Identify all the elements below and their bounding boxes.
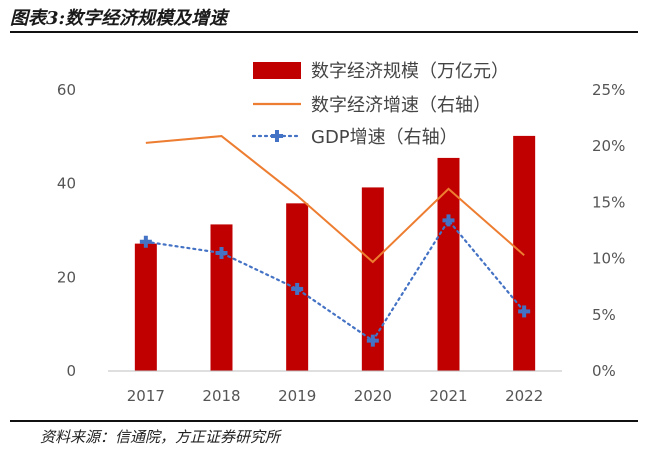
line-series	[139, 135, 531, 347]
bar-2018	[210, 224, 233, 371]
gdp-marker	[518, 305, 531, 318]
x-tick-label: 2019	[278, 387, 316, 405]
source-note: 资料来源：信通院，方正证券研究所	[40, 428, 281, 446]
right-tick-label: 25%	[592, 81, 625, 99]
right-tick-label: 10%	[592, 250, 625, 268]
x-axis-ticks: 2017 2018 2019 2020 2021 2022	[108, 370, 562, 405]
top-rule	[10, 31, 638, 33]
left-tick-label: 20	[57, 268, 76, 286]
bar-2022	[513, 135, 536, 371]
legend-swatch-bar	[253, 62, 301, 79]
x-tick-label: 2020	[354, 387, 392, 405]
left-tick-label: 40	[57, 175, 76, 193]
gdp-marker	[215, 246, 228, 259]
legend: 数字经济规模（万亿元） 数字经济增速（右轴） GDP增速（右轴）	[251, 61, 509, 148]
right-tick-label: 0%	[592, 362, 616, 380]
x-tick-label: 2022	[505, 387, 543, 405]
gdp-marker	[366, 334, 379, 347]
right-tick-label: 20%	[592, 137, 625, 155]
bar-2021	[437, 157, 460, 371]
legend-label: 数字经济增速（右轴）	[311, 95, 491, 116]
chart: 0 20 40 60 0% 5% 10% 15% 20% 25% 2017 2018 2019 202…	[57, 61, 625, 405]
gdp-marker	[291, 282, 304, 295]
line-gdp-growth	[144, 218, 526, 343]
legend-label: 数字经济规模（万亿元）	[311, 61, 509, 82]
legend-label: GDP增速（右轴）	[311, 127, 458, 148]
legend-marker-v	[275, 130, 279, 142]
figure-title: 图表3:数字经济规模及增速	[10, 8, 228, 29]
right-tick-label: 15%	[592, 193, 625, 211]
bottom-rule	[10, 420, 638, 422]
x-tick-label: 2018	[202, 387, 240, 405]
line-digital-growth	[145, 135, 525, 264]
bar-2017	[134, 243, 157, 371]
left-tick-label: 60	[57, 81, 76, 99]
right-axis-ticks: 0% 5% 10% 15% 20% 25%	[592, 81, 625, 380]
left-axis-ticks: 0 20 40 60	[57, 81, 76, 380]
gdp-marker	[442, 214, 455, 227]
x-tick-label: 2021	[429, 387, 467, 405]
left-tick-label: 0	[66, 362, 76, 380]
gdp-marker	[139, 235, 152, 248]
bar-2020	[361, 187, 384, 371]
x-tick-label: 2017	[127, 387, 165, 405]
right-tick-label: 5%	[592, 306, 616, 324]
bar-series	[134, 135, 536, 371]
